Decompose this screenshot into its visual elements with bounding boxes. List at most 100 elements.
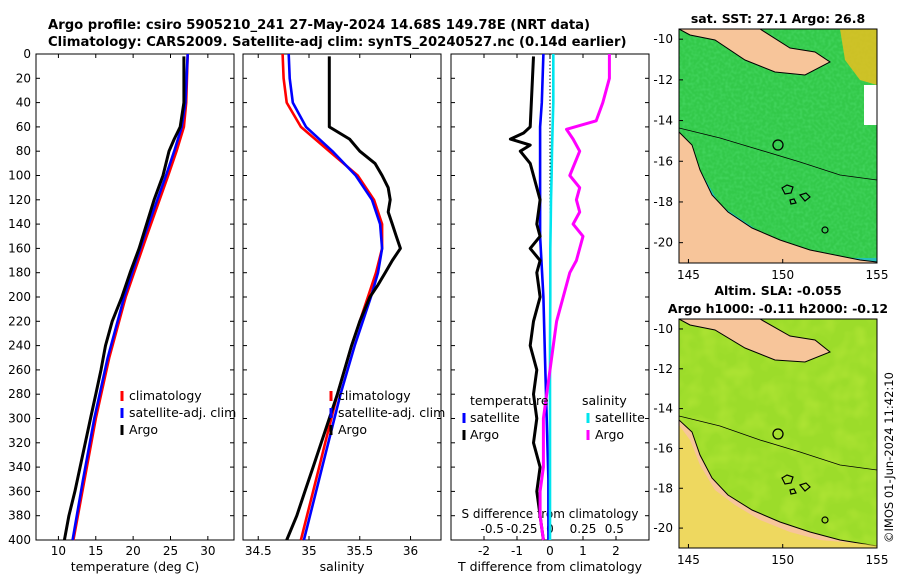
legend-label: Argo bbox=[595, 427, 624, 442]
sla-map-ticks: 145 150 155 -10 -12 -14 -16 -18 -20 bbox=[653, 322, 888, 567]
y-tick-label: 0 bbox=[23, 47, 31, 61]
legend-label: satellite-adj. clim bbox=[129, 405, 236, 420]
x-tick-label: 2 bbox=[612, 544, 620, 558]
x-tick-label: 1 bbox=[579, 544, 587, 558]
plot-frame bbox=[242, 53, 442, 541]
plot-frame bbox=[35, 53, 235, 541]
map-y-tick-label: -20 bbox=[653, 236, 673, 250]
y-tick-label: 140 bbox=[8, 217, 31, 231]
map-x-tick-label: 155 bbox=[866, 553, 889, 567]
x-tick-label: 35 bbox=[301, 544, 316, 558]
map-y-tick-label: -16 bbox=[653, 441, 673, 455]
sla-map-yellow-shelf bbox=[679, 425, 877, 548]
series-climatology bbox=[72, 53, 189, 541]
legend-label: Argo bbox=[338, 422, 367, 437]
y-tick-label: 220 bbox=[8, 314, 31, 328]
sla-map-island-1 bbox=[781, 474, 811, 495]
y-tick-label: 240 bbox=[8, 339, 31, 353]
sst-map-frame bbox=[678, 28, 878, 264]
y-tick-label: 160 bbox=[8, 241, 31, 255]
legend-label: Argo bbox=[470, 427, 499, 442]
series-salinity-argo bbox=[538, 54, 611, 541]
legend-label: satellite bbox=[470, 410, 520, 425]
sla-map-reef-line bbox=[679, 415, 877, 471]
map-y-tick-label: -16 bbox=[653, 154, 673, 168]
sst-map-title: sat. SST: 27.1 Argo: 26.8 bbox=[691, 11, 865, 26]
map-y-tick-label: -20 bbox=[653, 521, 673, 535]
map-y-tick-label: -12 bbox=[653, 73, 673, 87]
legend-label: Argo bbox=[129, 422, 158, 437]
map-y-tick-label: -18 bbox=[653, 195, 673, 209]
sla-map-title-1: Altim. SLA: -0.055 bbox=[714, 283, 841, 298]
map-y-tick-label: -14 bbox=[653, 114, 673, 128]
sla-map-land bbox=[679, 319, 831, 363]
y-tick-label: 300 bbox=[8, 412, 31, 426]
y-tick-label: 400 bbox=[8, 533, 31, 547]
series-argo bbox=[62, 56, 186, 541]
sst-map: sat. SST: 27.1 Argo: 26.8 145 150 155 -10 -1… bbox=[653, 11, 888, 282]
legend-title-temperature: temperature bbox=[470, 393, 549, 408]
x-tick-label: 25 bbox=[163, 544, 178, 558]
sst-map-coast bbox=[679, 131, 877, 263]
y-tick-label: 80 bbox=[16, 144, 31, 158]
sla-map: Altim. SLA: -0.055 Argo h1000: -0.11 h20… bbox=[653, 283, 888, 567]
y-tick-label: 380 bbox=[8, 509, 31, 523]
legend-label: climatology bbox=[338, 388, 411, 403]
s-diff-tick-label: -0.5 bbox=[481, 522, 504, 536]
y-tick-label: 120 bbox=[8, 193, 31, 207]
series-climatology bbox=[281, 53, 384, 541]
x-tick-label: 34.5 bbox=[245, 544, 272, 558]
map-y-tick-label: -12 bbox=[653, 362, 673, 376]
x-axis-label: salinity bbox=[320, 559, 365, 574]
y-tick-label: 320 bbox=[8, 436, 31, 450]
x-tick-label: 35.5 bbox=[346, 544, 373, 558]
map-y-tick-label: -18 bbox=[653, 481, 673, 495]
y-tick-label: 180 bbox=[8, 266, 31, 280]
map-y-tick-label: -10 bbox=[653, 32, 673, 46]
x-tick-label: 15 bbox=[88, 544, 103, 558]
sst-map-ticks: 145 150 155 -10 -12 -14 -16 -18 -20 bbox=[653, 32, 888, 282]
sst-map-argo-marker bbox=[772, 139, 784, 151]
y-tick-label: 200 bbox=[8, 290, 31, 304]
x-axis-label: T difference from climatology bbox=[457, 559, 643, 574]
legend-label: satellite bbox=[595, 410, 645, 425]
y-tick-label: 260 bbox=[8, 363, 31, 377]
sla-map-frame bbox=[678, 318, 878, 549]
y-tick-label: 60 bbox=[16, 120, 31, 134]
map-x-tick-label: 155 bbox=[866, 268, 889, 282]
sst-map-warm-patch bbox=[840, 29, 877, 85]
y-tick-label: 360 bbox=[8, 484, 31, 498]
x-axis-label: temperature (deg C) bbox=[71, 559, 200, 574]
x-tick-label: -1 bbox=[511, 544, 523, 558]
s-diff-tick-label: 0.5 bbox=[605, 522, 624, 536]
salinity-panel: 34.5 35 35.5 36 salinity climatology satellite… bbox=[242, 53, 445, 574]
map-x-tick-label: 145 bbox=[677, 553, 700, 567]
y-tick-label: 20 bbox=[16, 71, 31, 85]
sst-map-missing-data bbox=[864, 85, 877, 125]
title-line-1: Argo profile: csiro 5905210_241 27-May-2… bbox=[48, 18, 590, 33]
sla-map-argo-marker bbox=[772, 428, 784, 440]
legend-label: satellite-adj. clim bbox=[338, 405, 445, 420]
series-argo bbox=[285, 56, 402, 541]
y-tick-label: 100 bbox=[8, 169, 31, 183]
y-tick-label: 340 bbox=[8, 460, 31, 474]
series-salinity-satellite bbox=[548, 54, 555, 540]
legend-title-salinity: salinity bbox=[582, 393, 627, 408]
map-y-tick-label: -14 bbox=[653, 402, 673, 416]
x-tick-label: -2 bbox=[478, 544, 490, 558]
credit-text: ©IMOS 01-Jun-2024 11:42:10 bbox=[882, 372, 896, 543]
x-tick-label: 36 bbox=[403, 544, 418, 558]
y-tick-label: 280 bbox=[8, 387, 31, 401]
s-diff-tick-label: 0.25 bbox=[570, 522, 597, 536]
sst-map-reef-line bbox=[679, 127, 877, 181]
map-x-tick-label: 150 bbox=[771, 553, 794, 567]
title-line-2: Climatology: CARS2009. Satellite-adj cli… bbox=[48, 35, 626, 50]
map-y-tick-label: -10 bbox=[653, 322, 673, 336]
sla-map-reef-dot bbox=[821, 516, 829, 524]
sst-map-island-1 bbox=[781, 184, 811, 205]
map-x-tick-label: 145 bbox=[677, 268, 700, 282]
legend-label: climatology bbox=[129, 388, 202, 403]
x-tick-label: 10 bbox=[51, 544, 66, 558]
